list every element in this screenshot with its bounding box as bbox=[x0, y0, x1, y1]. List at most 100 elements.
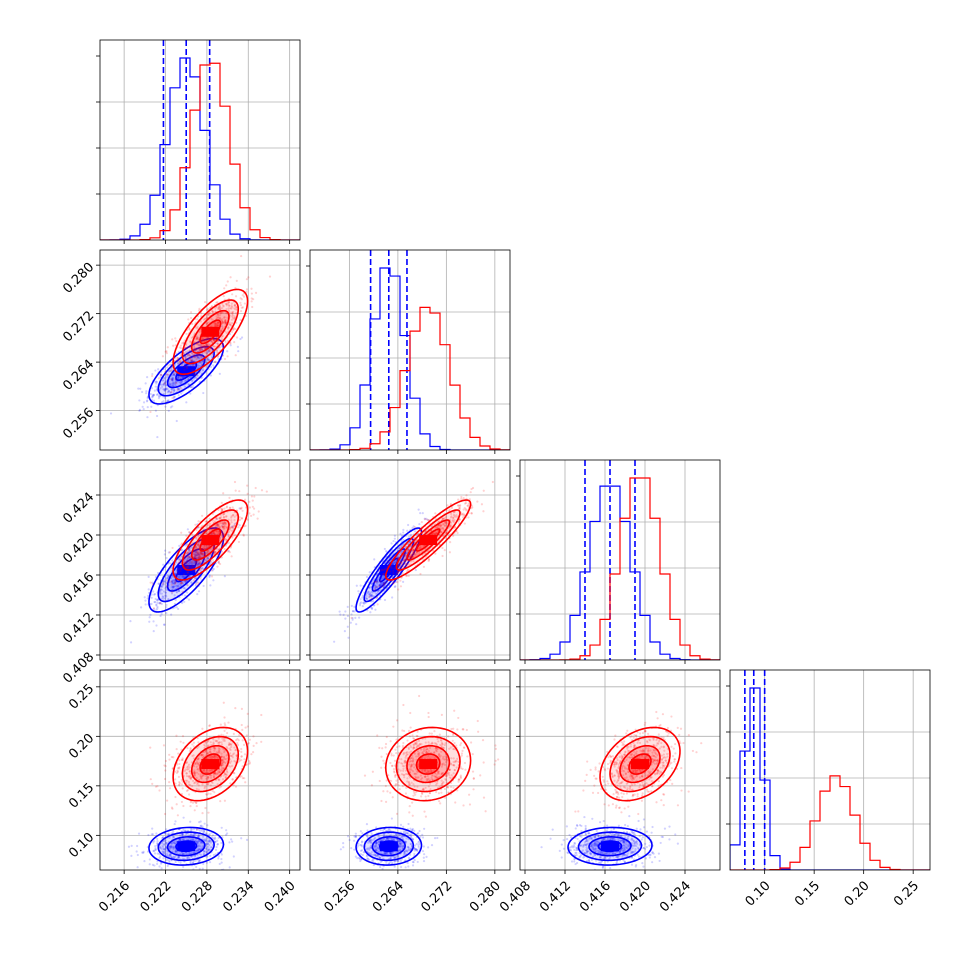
scatter-point bbox=[224, 321, 227, 324]
scatter-point bbox=[159, 601, 162, 604]
scatter-point bbox=[223, 287, 226, 290]
scatter-point bbox=[225, 304, 228, 307]
scatter-point bbox=[241, 509, 244, 512]
scatter-point bbox=[217, 342, 220, 345]
scatter-point bbox=[239, 507, 242, 510]
density-peak bbox=[419, 535, 438, 545]
scatter-point bbox=[234, 327, 237, 331]
scatter-point bbox=[389, 556, 392, 559]
scatter-point bbox=[202, 547, 205, 550]
scatter-point bbox=[399, 545, 402, 548]
scatter-point bbox=[185, 543, 188, 546]
scatter-point bbox=[191, 359, 194, 362]
scatter-point bbox=[174, 344, 177, 347]
scatter-point bbox=[182, 586, 185, 590]
scatter-point bbox=[222, 525, 225, 529]
scatter-point bbox=[218, 521, 222, 524]
scatter-point bbox=[222, 516, 226, 519]
scatter-point bbox=[203, 340, 206, 343]
scatter-point bbox=[217, 321, 220, 324]
scatter-point bbox=[215, 533, 219, 536]
scatter-point bbox=[167, 598, 170, 601]
scatter-point bbox=[351, 610, 355, 613]
scatter-point bbox=[187, 557, 190, 560]
scatter-point bbox=[162, 580, 165, 583]
scatter-point bbox=[180, 382, 183, 385]
scatter-point bbox=[109, 412, 113, 415]
scatter-point bbox=[137, 387, 140, 390]
scatter-point bbox=[181, 575, 184, 578]
scatter-point bbox=[184, 357, 187, 360]
scatter-point bbox=[221, 508, 224, 512]
scatter-point bbox=[378, 569, 381, 572]
scatter-point bbox=[376, 586, 379, 589]
scatter-point bbox=[231, 316, 235, 320]
scatter-point bbox=[233, 317, 236, 320]
scatter-point bbox=[186, 591, 189, 594]
scatter-point bbox=[212, 364, 215, 367]
scatter-point bbox=[406, 529, 409, 532]
scatter-point bbox=[195, 337, 199, 341]
scatter-point bbox=[155, 604, 158, 607]
scatter-point bbox=[200, 348, 203, 351]
scatter-point bbox=[190, 543, 193, 546]
scatter-point bbox=[194, 557, 197, 560]
scatter-point bbox=[215, 315, 218, 318]
scatter-point bbox=[197, 562, 200, 565]
scatter-point bbox=[195, 342, 199, 345]
scatter-point bbox=[208, 321, 211, 324]
scatter-point bbox=[196, 560, 199, 563]
scatter-point bbox=[238, 516, 241, 519]
scatter-point bbox=[189, 311, 193, 314]
scatter-point bbox=[230, 515, 233, 518]
scatter-point bbox=[141, 851, 144, 854]
scatter-point bbox=[200, 376, 204, 379]
scatter-point bbox=[170, 591, 174, 594]
scatter-point bbox=[230, 555, 233, 558]
scatter-point bbox=[176, 814, 179, 817]
scatter-point bbox=[227, 300, 231, 304]
scatter-point bbox=[197, 364, 200, 367]
scatter-point bbox=[170, 377, 173, 380]
scatter-point bbox=[161, 401, 164, 404]
scatter-point bbox=[171, 376, 174, 380]
scatter-point bbox=[231, 529, 234, 532]
scatter-point bbox=[191, 352, 194, 356]
scatter-point bbox=[229, 307, 232, 310]
scatter-point bbox=[211, 309, 214, 312]
scatter-point bbox=[190, 352, 194, 355]
scatter-point bbox=[188, 349, 191, 352]
scatter-point bbox=[199, 344, 202, 347]
scatter-point bbox=[160, 613, 163, 616]
scatter-point bbox=[218, 305, 221, 308]
scatter-point bbox=[202, 369, 205, 372]
scatter-point bbox=[217, 307, 220, 310]
scatter-point bbox=[242, 534, 245, 537]
scatter-point bbox=[202, 862, 205, 865]
scatter-point bbox=[163, 381, 166, 385]
scatter-point bbox=[197, 551, 200, 554]
scatter-point bbox=[208, 358, 211, 361]
scatter-point bbox=[206, 345, 209, 348]
scatter-point bbox=[198, 364, 201, 367]
scatter-point bbox=[169, 562, 172, 565]
scatter-point bbox=[257, 510, 260, 513]
scatter-point bbox=[419, 512, 422, 515]
scatter-point bbox=[218, 332, 222, 335]
scatter-point bbox=[138, 399, 141, 402]
scatter-point bbox=[238, 490, 241, 493]
scatter-point bbox=[200, 530, 204, 534]
scatter-point bbox=[171, 580, 174, 583]
scatter-point bbox=[162, 595, 165, 599]
scatter-point bbox=[370, 597, 374, 600]
scatter-point bbox=[187, 318, 190, 321]
scatter-point bbox=[197, 344, 200, 347]
scatter-point bbox=[197, 347, 200, 350]
scatter-point bbox=[358, 616, 361, 619]
scatter-point bbox=[402, 531, 405, 534]
scatter-point bbox=[206, 316, 209, 319]
scatter-point bbox=[175, 606, 178, 609]
scatter-point bbox=[223, 520, 226, 524]
scatter-point bbox=[172, 390, 176, 393]
